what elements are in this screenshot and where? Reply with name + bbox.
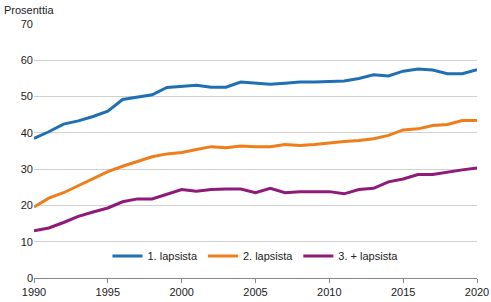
svg-text:40: 40 xyxy=(21,127,33,139)
svg-text:20: 20 xyxy=(21,199,33,211)
svg-text:2. lapsista: 2. lapsista xyxy=(243,250,293,262)
svg-text:70: 70 xyxy=(21,18,33,30)
svg-text:10: 10 xyxy=(21,236,33,248)
svg-text:3. + lapsista: 3. + lapsista xyxy=(338,250,398,262)
svg-text:1990: 1990 xyxy=(22,286,46,298)
svg-text:1. lapsista: 1. lapsista xyxy=(148,250,198,262)
svg-text:2005: 2005 xyxy=(243,286,267,298)
svg-text:60: 60 xyxy=(21,54,33,66)
svg-text:2015: 2015 xyxy=(391,286,415,298)
svg-text:2000: 2000 xyxy=(169,286,193,298)
svg-text:2010: 2010 xyxy=(317,286,341,298)
svg-text:0: 0 xyxy=(27,272,33,284)
svg-text:Prosenttia: Prosenttia xyxy=(4,4,54,16)
svg-text:2020: 2020 xyxy=(465,286,489,298)
svg-text:50: 50 xyxy=(21,90,33,102)
svg-text:1995: 1995 xyxy=(96,286,120,298)
svg-text:30: 30 xyxy=(21,163,33,175)
